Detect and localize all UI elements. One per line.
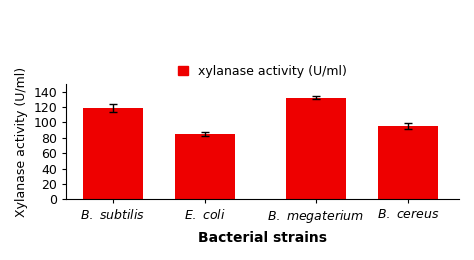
Bar [175, 134, 235, 199]
Bar [286, 98, 346, 199]
Legend: xylanase activity (U/ml): xylanase activity (U/ml) [178, 65, 347, 78]
Y-axis label: Xylanase activity (U/ml): Xylanase activity (U/ml) [15, 67, 28, 217]
Bar [378, 126, 438, 199]
X-axis label: Bacterial strains: Bacterial strains [198, 231, 327, 245]
Bar [82, 108, 143, 199]
